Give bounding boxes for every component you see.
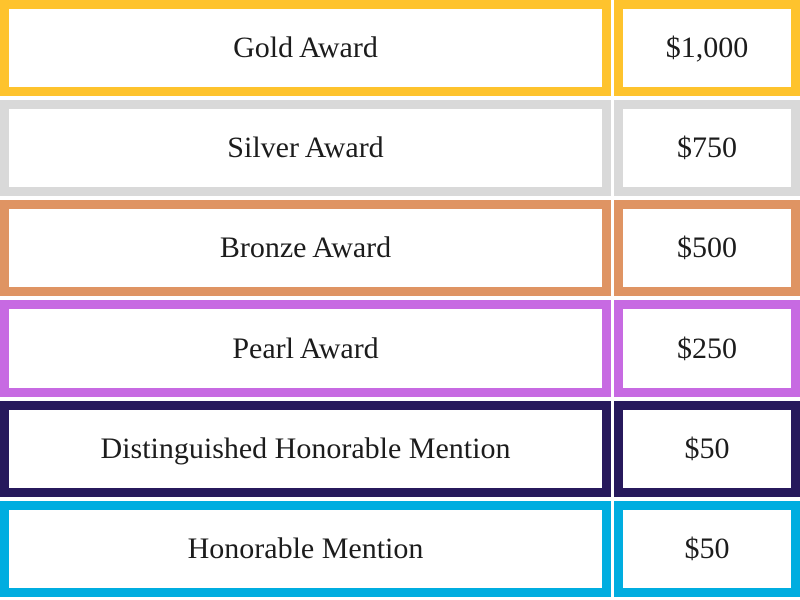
award-amount-cell-silver: $750 (614, 100, 800, 197)
award-name-cell-pearl: Pearl Award (0, 300, 611, 397)
award-amount-cell-gold: $1,000 (614, 0, 800, 97)
award-name-cell-bronze: Bronze Award (0, 200, 611, 297)
award-name-cell-honorable-mention: Honorable Mention (0, 500, 611, 597)
award-name-cell-silver: Silver Award (0, 100, 611, 197)
award-amount-cell-bronze: $500 (614, 200, 800, 297)
award-amount-cell-pearl: $250 (614, 300, 800, 397)
award-amount-cell-distinguished-honorable-mention: $50 (614, 400, 800, 497)
award-name-cell-distinguished-honorable-mention: Distinguished Honorable Mention (0, 400, 611, 497)
award-name-cell-gold: Gold Award (0, 0, 611, 97)
award-amount-cell-honorable-mention: $50 (614, 500, 800, 597)
